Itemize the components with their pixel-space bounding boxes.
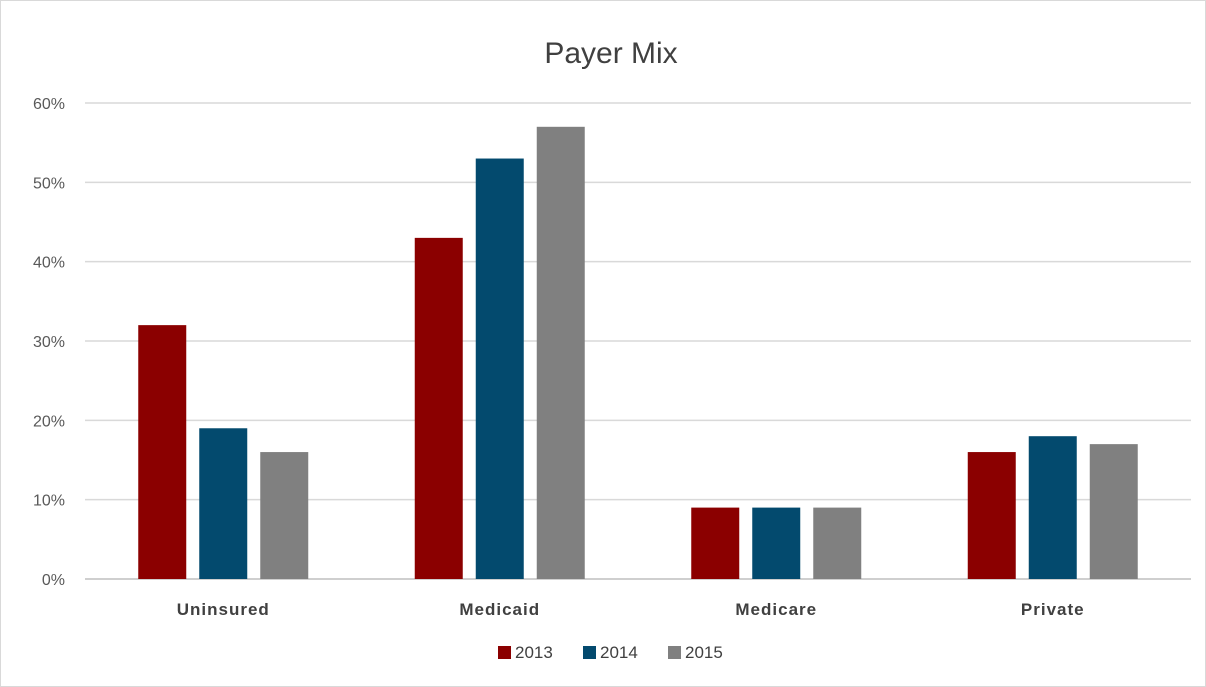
y-axis-ticks: 0% 10% 20% 30% 40% 50% 60% — [33, 96, 65, 589]
y-tick-label: 0% — [42, 572, 65, 589]
bar-uninsured-2015 — [260, 452, 309, 579]
legend-swatch-2015 — [668, 646, 681, 659]
legend-label: 2014 — [600, 643, 638, 662]
y-tick-label: 50% — [33, 175, 65, 192]
bar-medicaid-2014 — [475, 158, 524, 580]
bar-private-2015 — [1089, 444, 1138, 579]
category-labels: Uninsured Medicaid Medicare Private — [177, 600, 1085, 619]
bar-medicaid-2013 — [414, 237, 463, 579]
chart-title: Payer Mix — [544, 37, 677, 70]
gridlines — [85, 102, 1191, 580]
legend-swatch-2014 — [583, 646, 596, 659]
legend-label: 2013 — [515, 643, 553, 662]
bar-medicare-2015 — [813, 507, 862, 579]
category-label: Uninsured — [177, 600, 270, 619]
bars — [138, 126, 1138, 580]
bar-private-2013 — [967, 452, 1016, 579]
y-tick-label: 30% — [33, 334, 65, 351]
bar-uninsured-2013 — [138, 325, 187, 579]
bar-medicare-2013 — [691, 507, 740, 579]
category-label: Private — [1021, 600, 1085, 619]
y-tick-label: 20% — [33, 413, 65, 430]
legend: 2013 2014 2015 — [498, 643, 723, 662]
category-label: Medicaid — [459, 600, 540, 619]
bar-private-2014 — [1028, 436, 1077, 579]
bar-uninsured-2014 — [199, 428, 248, 579]
bar-medicaid-2015 — [536, 126, 585, 580]
legend-label: 2015 — [685, 643, 723, 662]
category-label: Medicare — [735, 600, 817, 619]
bar-medicare-2014 — [752, 507, 801, 579]
y-tick-label: 10% — [33, 493, 65, 510]
y-tick-label: 40% — [33, 255, 65, 272]
y-tick-label: 60% — [33, 96, 65, 113]
legend-swatch-2013 — [498, 646, 511, 659]
